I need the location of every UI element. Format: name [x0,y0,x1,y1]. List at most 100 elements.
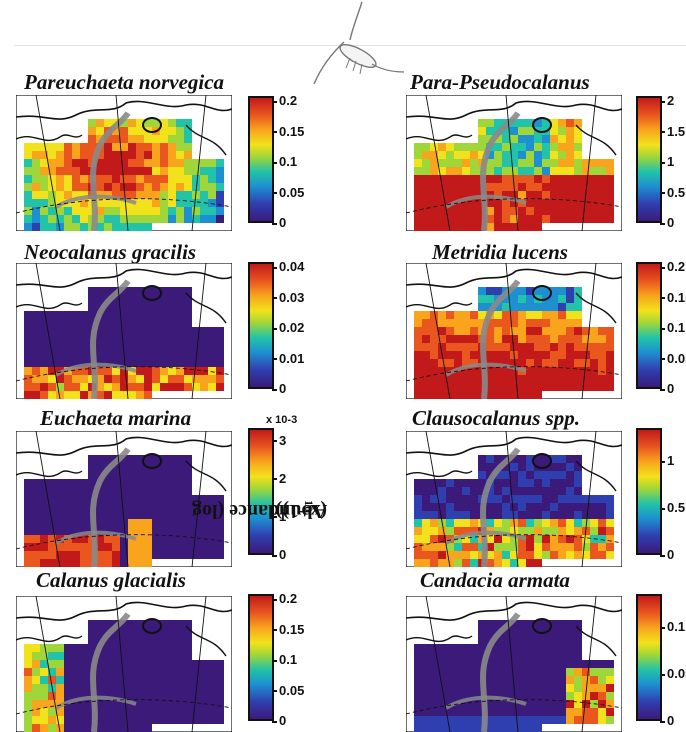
abundance-cell [176,503,184,511]
abundance-cell [558,471,566,479]
abundance-cell [112,535,120,543]
abundance-cell [96,503,104,511]
abundance-cell [200,692,208,700]
abundance-cell [606,708,614,716]
abundance-cell [96,391,104,399]
abundance-cell [526,167,534,175]
abundance-cell [582,519,590,527]
abundance-cell [72,183,80,191]
abundance-cell [518,351,526,359]
abundance-cell [32,167,40,175]
abundance-cell [40,559,48,567]
abundance-cell [574,367,582,375]
abundance-cell [128,495,136,503]
abundance-cell [574,660,582,668]
abundance-cell [430,335,438,343]
abundance-cell [64,327,72,335]
abundance-cell [64,343,72,351]
abundance-cell [414,519,422,527]
coastline [16,601,232,621]
abundance-cell [446,660,454,668]
abundance-cell [486,383,494,391]
abundance-cell [494,471,502,479]
abundance-cell [494,692,502,700]
abundance-cell [136,335,144,343]
abundance-cell [558,135,566,143]
abundance-cell [72,159,80,167]
abundance-cell [446,223,454,231]
abundance-cell [438,487,446,495]
abundance-cell [494,668,502,676]
abundance-cell [128,191,136,199]
abundance-cell [32,143,40,151]
abundance-cell [486,135,494,143]
abundance-cell [120,503,128,511]
abundance-cell [510,527,518,535]
abundance-cell [486,551,494,559]
abundance-cell [534,551,542,559]
abundance-cell [208,708,216,716]
ridge-line [444,194,527,209]
abundance-cell [192,543,200,551]
abundance-cell [510,620,518,628]
abundance-cell [152,519,160,527]
abundance-cell [566,668,574,676]
abundance-cell [510,199,518,207]
abundance-cell [80,551,88,559]
abundance-cell [80,535,88,543]
abundance-cell [168,335,176,343]
abundance-cell [176,207,184,215]
abundance-cell [430,215,438,223]
abundance-cell [168,716,176,724]
abundance-cell [582,660,590,668]
abundance-cell [112,223,120,231]
abundance-cell [160,359,168,367]
abundance-cell [56,668,64,676]
abundance-cell [502,335,510,343]
abundance-cell [502,551,510,559]
abundance-cell [470,183,478,191]
abundance-cell [184,652,192,660]
abundance-cell [216,335,224,343]
abundance-cell [422,644,430,652]
abundance-cell [574,551,582,559]
abundance-cell [192,175,200,183]
abundance-cell [112,183,120,191]
abundance-cell [160,543,168,551]
abundance-cell [64,207,72,215]
abundance-cell [526,471,534,479]
abundance-cell [216,692,224,700]
abundance-cell [120,391,128,399]
abundance-cell [184,159,192,167]
island-outline [532,117,552,133]
abundance-cell [72,519,80,527]
abundance-cell [176,135,184,143]
abundance-cell [494,700,502,708]
abundance-cell [414,175,422,183]
abundance-cell [96,628,104,636]
abundance-cell [216,716,224,724]
abundance-cell [550,191,558,199]
abundance-cell [208,199,216,207]
abundance-map [406,596,622,732]
abundance-cell [72,668,80,676]
abundance-cell [414,199,422,207]
abundance-cell [606,551,614,559]
abundance-cell [80,660,88,668]
graticule [425,95,597,231]
abundance-cell [598,700,606,708]
abundance-cell [40,327,48,335]
abundance-cell [176,636,184,644]
abundance-cell [534,143,542,151]
abundance-cell [486,319,494,327]
abundance-cell [430,167,438,175]
panel-title: Para-Pseudocalanus [410,70,590,94]
abundance-cell [606,191,614,199]
abundance-cell [208,692,216,700]
abundance-cell [454,375,462,383]
abundance-cell [414,319,422,327]
abundance-cell [542,471,550,479]
abundance-cell [64,223,72,231]
abundance-cell [598,375,606,383]
abundance-cell [40,375,48,383]
